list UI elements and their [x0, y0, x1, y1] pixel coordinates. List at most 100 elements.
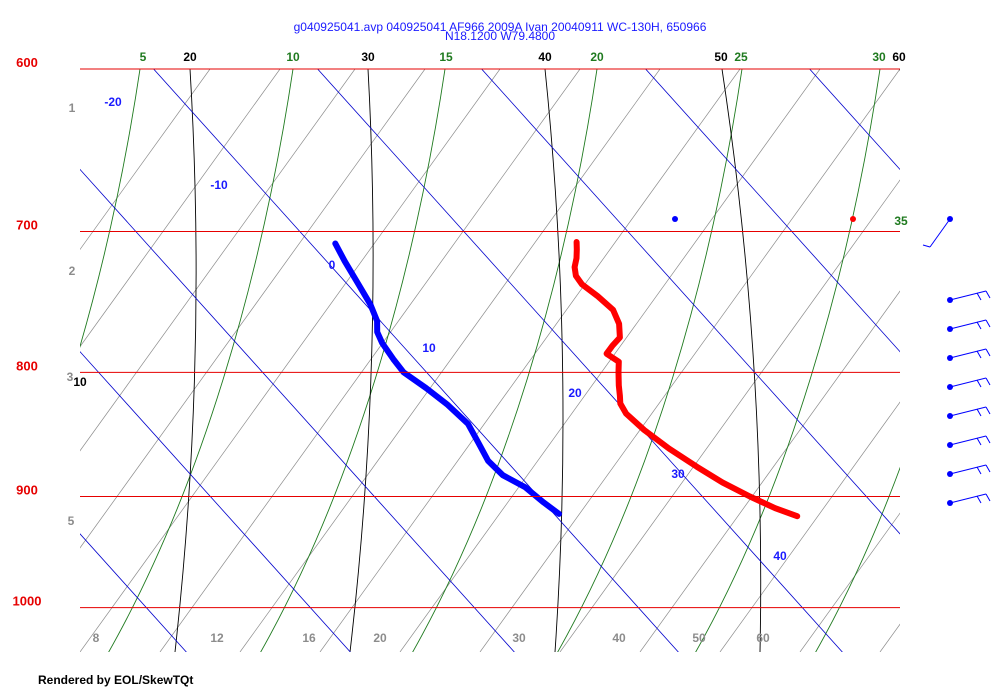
moist-adiabat-line: [557, 69, 743, 652]
wind-barb-flag: [976, 292, 982, 301]
wind-barb-flag: [985, 406, 991, 415]
sounding-profiles: [332, 216, 856, 520]
dry-adiabat-label: 40: [538, 50, 552, 64]
wind-barb-flag: [985, 435, 991, 444]
wind-barb-flag: [985, 348, 991, 357]
dewpoint-top-dot: [672, 216, 678, 222]
isotherm-label: -20: [104, 95, 122, 109]
mixing-ratio-label: 50: [692, 631, 706, 645]
wind-barb-flag: [976, 466, 982, 475]
isotherm-line: [0, 0, 29, 659]
wind-barb-shaft: [949, 464, 987, 475]
mixing-ratio-line: [319, 69, 741, 652]
isotherm-label: 0: [329, 258, 336, 272]
dry-adiabat-line: [174, 69, 197, 652]
mixing-ratio-line: [399, 69, 821, 652]
chart-subtitle: N18.1200 W79.4800: [445, 29, 555, 43]
wind-barb-shaft: [949, 319, 987, 330]
isotherm-line: [153, 69, 679, 652]
mixing-ratio-line: [159, 69, 581, 652]
moist-adiabat-line: [412, 69, 598, 652]
moist-adiabat-label: 25: [734, 50, 748, 64]
wind-barb-flag: [976, 350, 982, 359]
wind-barb-flag: [985, 493, 991, 502]
wind-barb-flag: [976, 408, 982, 417]
wind-barb-flag: [976, 437, 982, 446]
mixing-ratio-line: [239, 69, 661, 652]
moist-adiabat-label: 15: [439, 50, 453, 64]
dry-adiabat-line: [349, 69, 374, 652]
wind-barb-shaft: [949, 493, 987, 504]
mixing-ratio-label: 12: [210, 631, 224, 645]
isotherm-line: [80, 168, 515, 652]
moist-adiabat-label: 5: [140, 50, 147, 64]
wind-barb-flag: [985, 290, 991, 299]
moist-adiabat-line: [815, 466, 900, 652]
mixing-ratio-label: 1: [69, 101, 76, 115]
mixing-ratio-line: [879, 623, 900, 652]
pressure-label: 600: [16, 55, 38, 70]
moist-adiabat-label: 30: [872, 50, 886, 64]
pressure-label: 900: [16, 483, 38, 498]
moist-adiabat-label: 10: [286, 50, 300, 64]
wind-barb-shaft: [949, 435, 987, 446]
dewpoint-trace: [332, 240, 562, 517]
wind-barb-shaft: [949, 377, 987, 388]
isotherm-line: [809, 69, 900, 171]
wind-barb-flag: [985, 319, 991, 328]
wind-barbs: [922, 216, 991, 506]
isotherm-line: [481, 69, 900, 535]
moist-adiabat-line: [80, 69, 141, 348]
isotherm-line: [80, 533, 187, 652]
mixing-ratio-label: 3: [67, 370, 74, 384]
isotherm-label: 10: [422, 341, 436, 355]
dry-adiabat-line: [721, 69, 762, 652]
isotherm-line: [908, 0, 1000, 659]
pressure-label: 800: [16, 358, 38, 373]
mixing-ratio-line: [80, 69, 501, 652]
isotherm-label: 20: [568, 386, 582, 400]
mixing-ratio-line: [639, 290, 900, 652]
isotherm-label: 40: [773, 549, 787, 563]
wind-barb-flag: [985, 377, 991, 386]
wind-barb-flag: [976, 379, 982, 388]
wind-barb-shaft: [929, 218, 951, 248]
mixing-ratio-label: 2: [69, 264, 76, 278]
mixing-ratio-line: [719, 401, 900, 652]
mixing-ratio-line: [559, 179, 900, 652]
footer-credit: Rendered by EOL/SkewTQt: [38, 673, 194, 687]
wind-barb-flag: [985, 464, 991, 473]
mixing-ratio-line: [80, 69, 426, 549]
mixing-ratio-label: 40: [612, 631, 626, 645]
mixing-ratio-label: 16: [302, 631, 316, 645]
moist-adiabat-line: [695, 69, 881, 652]
wind-barb-shaft: [949, 406, 987, 417]
wind-barb-flag: [922, 244, 931, 248]
mixing-ratio-label: 8: [93, 631, 100, 645]
pressure-label: 1000: [13, 594, 42, 609]
mixing-ratio-label: 30: [512, 631, 526, 645]
dry-adiabat-label: 20: [183, 50, 197, 64]
mixing-ratio-line: [799, 512, 900, 652]
dry-adiabat-label: 50: [714, 50, 728, 64]
isotherm-line: [317, 69, 843, 652]
mixing-ratio-line: [80, 69, 211, 251]
mixing-ratio-label: 60: [756, 631, 770, 645]
temperature-trace: [571, 239, 801, 520]
dry-adiabat-label: 10: [73, 375, 87, 389]
wind-barb-shaft: [949, 348, 987, 359]
mixing-ratio-label: 20: [373, 631, 387, 645]
chart-title: g040925041.avp 040925041 AF966 2009A Iva…: [294, 20, 707, 34]
mixing-ratio-label: 5: [68, 514, 75, 528]
isotherm-line: [80, 351, 351, 652]
mixing-ratio-line: [80, 69, 356, 452]
dry-adiabat-label: 30: [361, 50, 375, 64]
isotherm-label: -10: [210, 178, 228, 192]
moist-adiabat-label: 35: [894, 214, 908, 228]
background-lines: [0, 0, 1000, 659]
moist-adiabat-line: [260, 69, 446, 652]
mixing-ratio-line: [479, 69, 900, 652]
axis-labels: 600 700 800 900 1000 -20 -10 0 10 20 30 40 20 30 40 50 6…: [13, 50, 908, 645]
pressure-label: 700: [16, 218, 38, 233]
